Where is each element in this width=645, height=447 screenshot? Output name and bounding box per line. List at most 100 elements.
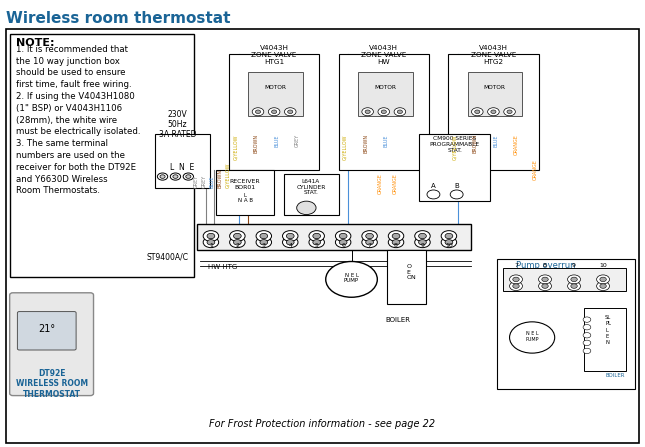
Text: 21°: 21° [39, 324, 55, 333]
Text: SL
PL
L
E
N: SL PL L E N [605, 315, 611, 345]
Circle shape [488, 108, 499, 116]
Circle shape [288, 110, 293, 114]
Bar [358, 72, 413, 116]
Circle shape [309, 231, 324, 241]
Bar [155, 134, 210, 188]
Circle shape [583, 333, 591, 338]
Text: 3: 3 [262, 243, 266, 248]
Circle shape [568, 282, 580, 291]
Text: N E L
PUMP: N E L PUMP [344, 273, 359, 283]
Circle shape [427, 190, 440, 199]
Text: 5: 5 [315, 243, 319, 248]
Circle shape [297, 201, 316, 215]
Circle shape [326, 261, 377, 297]
Circle shape [309, 237, 324, 248]
Circle shape [597, 275, 610, 284]
Circle shape [394, 108, 406, 116]
Text: BROWN: BROWN [253, 134, 259, 153]
Text: BOILER: BOILER [386, 317, 410, 323]
Circle shape [335, 237, 351, 248]
Circle shape [186, 175, 191, 178]
Text: B: B [454, 183, 459, 189]
Text: GREY: GREY [194, 174, 199, 188]
Circle shape [571, 284, 577, 288]
Circle shape [183, 173, 194, 180]
Circle shape [415, 231, 430, 241]
Circle shape [392, 233, 400, 239]
Text: ORANGE: ORANGE [514, 134, 519, 155]
Text: BLUE: BLUE [274, 134, 279, 147]
Text: ORANGE: ORANGE [533, 160, 538, 180]
Text: A: A [431, 183, 436, 189]
Bar [216, 170, 274, 215]
Circle shape [207, 233, 215, 239]
Circle shape [475, 110, 480, 114]
Text: BLUE: BLUE [384, 134, 389, 147]
Text: G/YELLOW: G/YELLOW [225, 162, 230, 188]
Circle shape [507, 110, 512, 114]
Text: GREY: GREY [295, 134, 300, 148]
Text: L
N A B: L N A B [237, 193, 253, 203]
Circle shape [539, 275, 551, 284]
Circle shape [233, 233, 241, 239]
Bar [197, 224, 471, 250]
Text: BROWN: BROWN [363, 134, 368, 153]
Circle shape [445, 240, 453, 245]
Circle shape [284, 108, 296, 116]
Circle shape [252, 108, 264, 116]
Text: N E L
PUMP: N E L PUMP [526, 331, 539, 342]
Text: MOTOR: MOTOR [264, 84, 286, 90]
Text: MOTOR: MOTOR [484, 84, 506, 90]
Circle shape [510, 322, 555, 353]
Text: 9: 9 [421, 243, 424, 248]
Bar [448, 54, 539, 170]
FancyBboxPatch shape [10, 293, 94, 396]
Text: GREY: GREY [202, 174, 207, 188]
Circle shape [256, 231, 272, 241]
Circle shape [260, 240, 268, 245]
Circle shape [568, 275, 580, 284]
Bar [497, 259, 635, 389]
Circle shape [362, 231, 377, 241]
Text: 230V
50Hz
3A RATED: 230V 50Hz 3A RATED [159, 110, 196, 139]
Text: L  N  E: L N E [170, 163, 194, 172]
Circle shape [255, 110, 261, 114]
Circle shape [388, 231, 404, 241]
Circle shape [365, 110, 370, 114]
Text: 6: 6 [341, 243, 345, 248]
Bar [468, 72, 522, 116]
Text: V4043H
ZONE VALVE
HTG2: V4043H ZONE VALVE HTG2 [471, 45, 516, 65]
Text: Pump overrun: Pump overrun [516, 261, 575, 270]
Circle shape [207, 240, 215, 245]
Circle shape [504, 108, 515, 116]
Text: V4043H
ZONE VALVE
HW: V4043H ZONE VALVE HW [361, 45, 406, 65]
Text: BLUE: BLUE [493, 134, 499, 147]
FancyBboxPatch shape [6, 29, 639, 443]
Text: BROWN: BROWN [473, 134, 478, 153]
Bar [339, 54, 429, 170]
Circle shape [157, 173, 168, 180]
Bar [229, 54, 319, 170]
Bar [387, 250, 426, 304]
Circle shape [362, 237, 377, 248]
Circle shape [415, 237, 430, 248]
Circle shape [378, 108, 390, 116]
Text: 7: 7 [368, 243, 372, 248]
Circle shape [286, 240, 294, 245]
Text: CM900 SERIES
PROGRAMMABLE
STAT.: CM900 SERIES PROGRAMMABLE STAT. [430, 136, 480, 153]
Bar [419, 134, 490, 201]
Text: HW HTG: HW HTG [208, 264, 237, 270]
Circle shape [510, 282, 522, 291]
Text: 7: 7 [514, 263, 518, 268]
Circle shape [335, 231, 351, 241]
Circle shape [268, 108, 280, 116]
Circle shape [600, 277, 606, 282]
Text: ORANGE: ORANGE [378, 173, 383, 194]
Text: 9: 9 [572, 263, 576, 268]
Text: For Frost Protection information - see page 22: For Frost Protection information - see p… [210, 419, 435, 429]
Text: 10: 10 [599, 263, 607, 268]
Circle shape [600, 284, 606, 288]
Circle shape [233, 240, 241, 245]
Circle shape [542, 284, 548, 288]
Text: 1: 1 [209, 243, 213, 248]
